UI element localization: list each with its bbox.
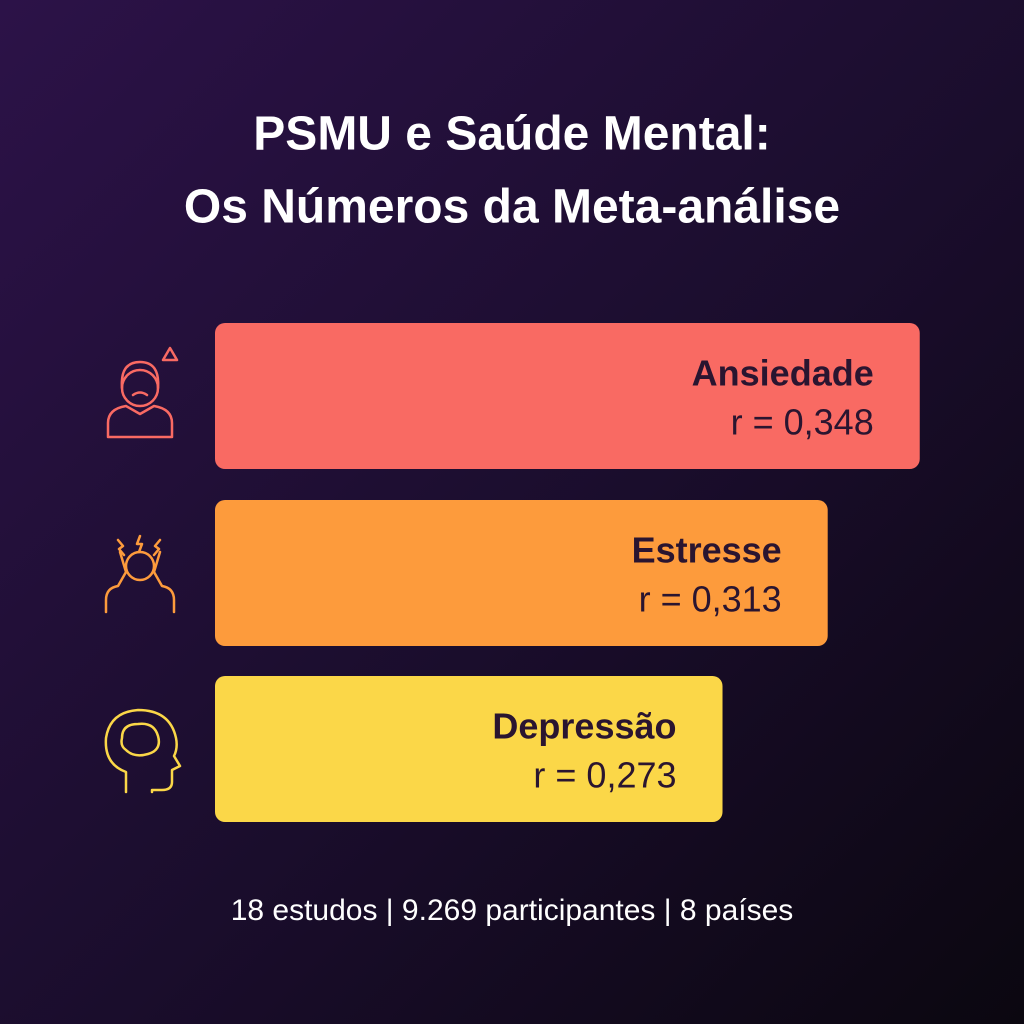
- category-label: Ansiedade: [692, 353, 874, 394]
- bar: [215, 323, 920, 469]
- icon-depression: [104, 708, 182, 794]
- chart-title: Os Números da Meta-análise: [184, 181, 840, 234]
- value-label: r = 0,273: [533, 755, 676, 796]
- icon-anxiety: [106, 346, 179, 439]
- value-label: r = 0,313: [639, 579, 782, 620]
- category-label: Depressão: [492, 706, 676, 747]
- icon-stress: [104, 534, 176, 614]
- value-label: r = 0,348: [731, 402, 874, 443]
- bar: [215, 500, 828, 646]
- bar: [215, 676, 723, 822]
- chart-title: PSMU e Saúde Mental:: [253, 108, 770, 161]
- category-label: Estresse: [632, 530, 782, 571]
- footer-note: 18 estudos | 9.269 participantes | 8 paí…: [231, 894, 794, 927]
